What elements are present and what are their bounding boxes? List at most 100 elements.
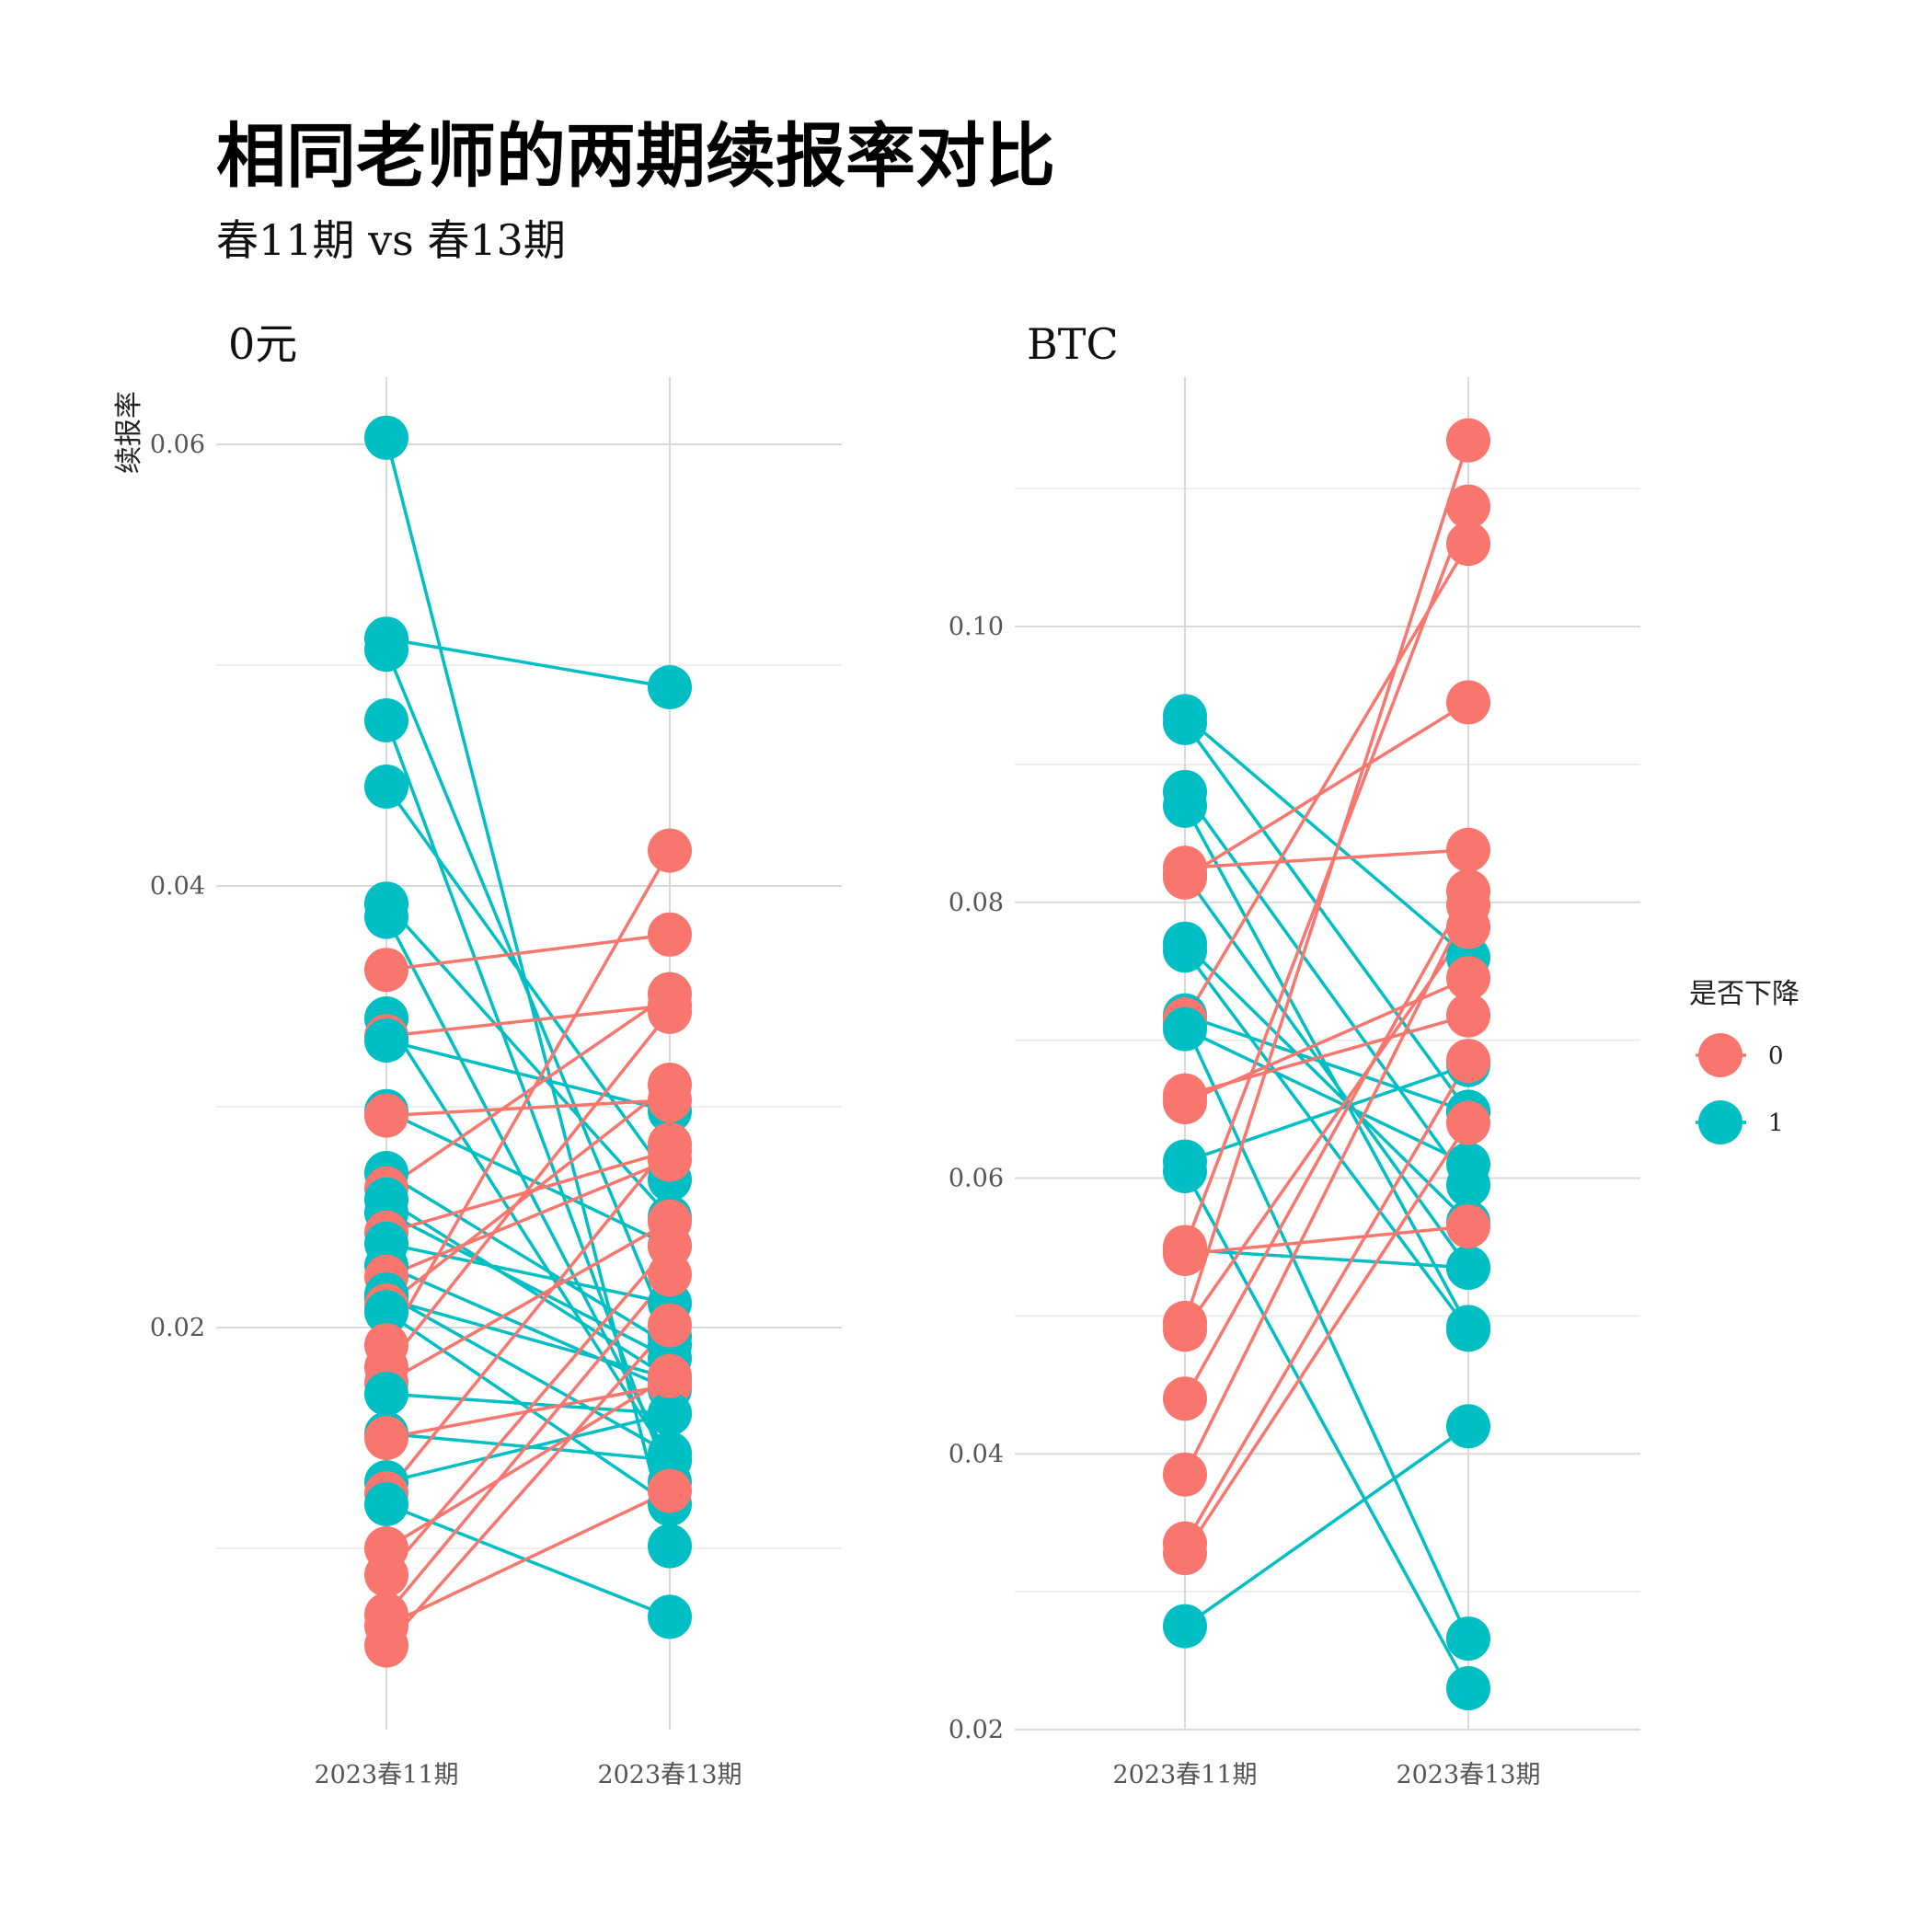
slope-line <box>385 1264 671 1391</box>
slope-line <box>385 1489 671 1627</box>
data-point <box>364 765 408 809</box>
data-point <box>364 1290 408 1335</box>
slope-line <box>1183 942 1470 1224</box>
facet-label: 0元 <box>228 319 297 369</box>
data-point <box>1163 855 1207 900</box>
data-point <box>1446 993 1490 1038</box>
y-tick-label: 0.04 <box>150 872 205 901</box>
y-tick-label: 0.02 <box>150 1314 205 1342</box>
data-point <box>648 665 692 709</box>
data-point <box>364 1482 408 1526</box>
data-point <box>648 1594 692 1639</box>
slope-line <box>385 1018 672 1461</box>
data-point <box>1446 418 1490 463</box>
slope-line <box>385 785 672 1181</box>
data-point <box>1446 1039 1490 1084</box>
data-point <box>648 1252 692 1297</box>
slope-line <box>385 1171 671 1347</box>
y-tick-label: 0.08 <box>949 889 1004 917</box>
slope-line <box>385 1039 671 1113</box>
panel-btc: 0.02 0.04 0.06 0.08 0.10 2023春11期 2023春13期 BTC <box>949 319 1640 1789</box>
data-point <box>364 627 408 673</box>
data-point <box>364 1372 408 1416</box>
slope-line <box>1184 1013 1469 1114</box>
slope-line <box>1183 1121 1470 1555</box>
y-tick-label: 0.06 <box>150 431 205 459</box>
y-tick-label: 0.10 <box>949 613 1004 641</box>
legend-label: 0 <box>1768 1042 1784 1070</box>
data-point <box>648 989 692 1034</box>
slope-line <box>1183 1022 1470 1639</box>
slope-line <box>385 1098 671 1118</box>
data-point <box>1446 1142 1490 1187</box>
data-point <box>648 912 692 957</box>
legend: 是否下降 0 1 <box>1689 978 1800 1144</box>
slope-line <box>1183 440 1470 1324</box>
data-point <box>648 828 692 873</box>
data-point <box>1163 783 1207 828</box>
data-point <box>648 1063 692 1107</box>
slope-line <box>385 1293 671 1455</box>
slope-line <box>385 993 671 1190</box>
x-tick-label: 2023春13期 <box>597 1761 742 1789</box>
slope-line <box>1183 949 1470 1331</box>
facet-label: BTC <box>1027 319 1119 369</box>
slope-line <box>385 1010 672 1369</box>
slope-line <box>385 1411 671 1484</box>
data-point <box>648 1438 692 1482</box>
slope-line <box>385 1273 672 1616</box>
slope-line <box>385 1157 671 1279</box>
data-point <box>1163 1376 1207 1421</box>
slope-line <box>1183 1170 1470 1689</box>
data-point <box>1163 1452 1207 1497</box>
data-point <box>1446 1307 1490 1352</box>
slope-line <box>1183 715 1470 960</box>
slope-line <box>1184 1063 1469 1164</box>
slope-line <box>1184 1248 1469 1270</box>
data-point <box>1446 1616 1490 1662</box>
slope-line <box>385 1245 672 1576</box>
data-point <box>1163 1080 1207 1125</box>
slope-line <box>385 1211 671 1361</box>
data-point <box>364 415 408 460</box>
x-tick-label: 2023春11期 <box>1112 1761 1257 1789</box>
slope-line <box>385 1083 672 1307</box>
chart-subtitle: 春11期 vs 春13期 <box>216 215 566 265</box>
data-point <box>1446 1666 1490 1711</box>
slope-line <box>385 1003 671 1038</box>
data-point <box>1446 956 1490 1001</box>
slope-line <box>1183 790 1470 1187</box>
slope-line <box>385 1110 671 1248</box>
data-point <box>364 1416 408 1460</box>
data-point <box>364 1552 408 1597</box>
slope-line <box>1183 1060 1470 1545</box>
slope-line <box>385 1392 671 1416</box>
data-point <box>1163 1006 1207 1052</box>
data-point <box>364 1623 408 1668</box>
legend-key-point <box>1698 1033 1742 1077</box>
legend-label: 1 <box>1768 1110 1784 1137</box>
panel-zero-yuan: 0.02 0.04 0.06 2023春11期 2023春13期 0元 <box>150 319 842 1789</box>
slope-line <box>1184 1225 1469 1256</box>
slope-line <box>1183 873 1470 1269</box>
slope-line <box>385 1374 671 1550</box>
data-point <box>1163 1604 1207 1649</box>
slope-line <box>385 637 671 689</box>
data-point <box>648 1353 692 1398</box>
y-axis-title: 续报率 <box>113 391 145 474</box>
data-point <box>1163 700 1207 745</box>
data-point <box>1446 1100 1490 1145</box>
data-point <box>1446 522 1490 567</box>
data-point <box>1446 827 1490 872</box>
slope-line <box>385 1143 672 1495</box>
data-point <box>364 894 408 939</box>
slope-line <box>385 933 671 972</box>
slope-line <box>385 1324 672 1647</box>
data-point <box>1163 1531 1207 1576</box>
legend-title: 是否下降 <box>1689 978 1800 1010</box>
data-point <box>364 1018 408 1063</box>
data-point <box>364 948 408 993</box>
y-tick-label: 0.02 <box>949 1716 1004 1744</box>
data-point <box>364 1093 408 1138</box>
